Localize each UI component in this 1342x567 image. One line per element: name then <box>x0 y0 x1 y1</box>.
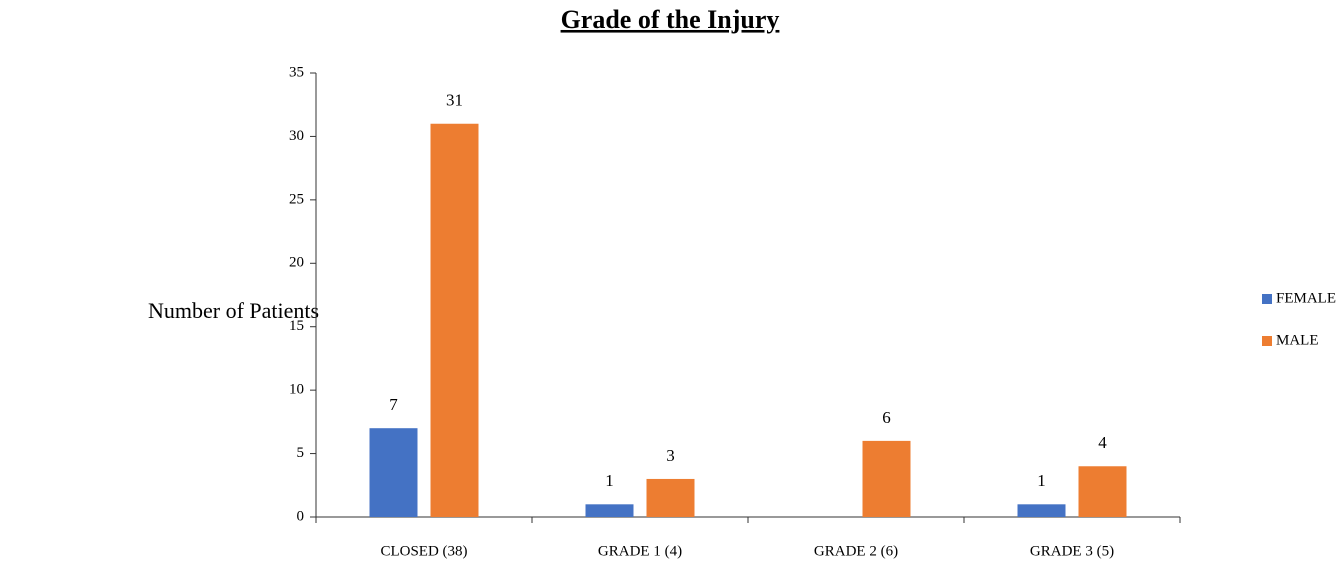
data-label: 31 <box>446 91 463 110</box>
y-tick-label: 15 <box>289 318 304 334</box>
bar <box>862 440 911 517</box>
y-tick-label: 35 <box>289 64 304 80</box>
data-label: 3 <box>666 446 675 465</box>
legend-swatch <box>1262 294 1272 304</box>
data-label: 7 <box>389 395 398 414</box>
bar <box>430 123 479 517</box>
bar <box>585 504 634 517</box>
y-tick-label: 0 <box>297 508 305 524</box>
bar <box>1017 504 1066 517</box>
y-tick-label: 20 <box>289 255 304 271</box>
data-label: 1 <box>605 471 614 490</box>
y-tick-label: 25 <box>289 191 304 207</box>
legend-label: FEMALE <box>1276 290 1336 306</box>
bar <box>1078 466 1127 517</box>
y-tick-label: 10 <box>289 382 304 398</box>
x-tick-label: GRADE 3 (5) <box>1030 543 1114 559</box>
y-tick-label: 5 <box>297 445 305 461</box>
legend-swatch <box>1262 336 1272 346</box>
bar <box>646 478 695 517</box>
y-axis-label: Number of Patients <box>148 298 319 323</box>
legend-label: MALE <box>1276 332 1319 348</box>
x-tick-label: CLOSED (38) <box>380 543 467 559</box>
data-label: 4 <box>1098 433 1107 452</box>
chart-title: Grade of the Injury <box>561 5 780 34</box>
bar <box>369 428 418 517</box>
x-tick-label: GRADE 1 (4) <box>598 543 682 559</box>
data-label: 1 <box>1037 471 1046 490</box>
y-tick-label: 30 <box>289 128 304 144</box>
x-tick-label: GRADE 2 (6) <box>814 543 898 559</box>
data-label: 6 <box>882 408 891 427</box>
